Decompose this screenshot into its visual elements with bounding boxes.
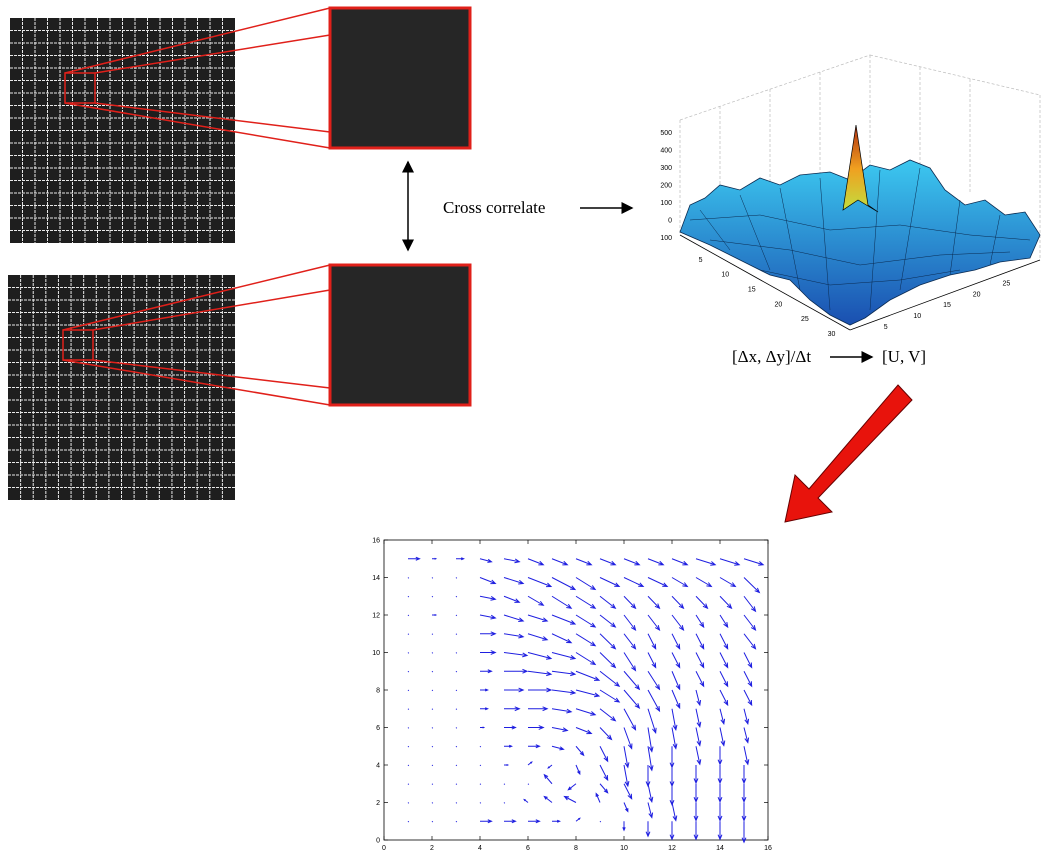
velocity-vector (432, 746, 433, 747)
velocity-vector (432, 558, 436, 559)
velocity-vector (408, 596, 409, 597)
x-tick-label: 5 (699, 257, 703, 264)
displacement-label: [Δx, Δy]/Δt (732, 347, 811, 366)
zoom-window-1 (330, 8, 470, 148)
y-tick-label: 16 (372, 538, 380, 545)
velocity-vector (432, 821, 433, 822)
x-tick-label: 2 (430, 845, 434, 852)
velocity-vector (408, 690, 409, 691)
y-tick-label: 20 (973, 291, 981, 298)
x-tick-label: 0 (382, 845, 386, 852)
zoom-window-2 (330, 265, 470, 405)
x-tick-label: 15 (748, 287, 756, 294)
z-tick-label: 500 (660, 130, 672, 137)
y-tick-label: 10 (372, 650, 380, 657)
velocity-vector (408, 728, 409, 729)
x-tick-label: 6 (526, 845, 530, 852)
velocity-vector (408, 615, 409, 616)
velocity-vector (480, 803, 481, 804)
velocity-vector (456, 615, 457, 616)
velocity-label: [U, V] (882, 347, 926, 366)
velocity-vector (408, 653, 409, 654)
y-tick-label: 10 (913, 313, 921, 320)
velocity-vector (456, 765, 457, 766)
velocity-vector (432, 709, 433, 710)
velocity-vector (408, 765, 409, 766)
y-tick-label: 2 (376, 800, 380, 807)
velocity-vector (432, 634, 433, 635)
x-tick-label: 12 (668, 845, 676, 852)
velocity-vector (480, 765, 481, 766)
velocity-vector (480, 727, 484, 728)
big-arrow (785, 385, 912, 522)
velocity-vector (432, 765, 433, 766)
x-tick-label: 25 (801, 316, 809, 323)
velocity-vector (432, 653, 433, 654)
y-tick-label: 6 (376, 725, 380, 732)
velocity-vector (408, 803, 409, 804)
velocity-vector (408, 746, 409, 747)
y-tick-label: 14 (372, 575, 380, 582)
velocity-vector (456, 578, 457, 579)
velocity-vector (408, 784, 409, 785)
x-tick-label: 4 (478, 845, 482, 852)
y-tick-label: 4 (376, 763, 380, 770)
velocity-vector (456, 709, 457, 710)
velocity-vector (408, 578, 409, 579)
x-tick-label: 10 (620, 845, 628, 852)
velocity-vector (432, 728, 433, 729)
y-tick-label: 15 (943, 302, 951, 309)
y-tick-label: 12 (372, 613, 380, 620)
x-tick-label: 8 (574, 845, 578, 852)
velocity-vector (432, 578, 433, 579)
velocity-vector (456, 821, 457, 822)
velocity-vector (504, 764, 508, 765)
velocity-vector (456, 784, 457, 785)
velocity-vector (408, 821, 409, 822)
velocity-vector (432, 690, 433, 691)
velocity-vector (504, 784, 505, 785)
z-tick-label: 200 (660, 183, 672, 190)
diagram: Cross correlate 500400300200100010051015… (0, 0, 1041, 854)
y-tick-label: 25 (1002, 280, 1010, 287)
piv-frames (8, 8, 470, 500)
z-tick-label: 100 (660, 235, 672, 242)
velocity-vector (456, 653, 457, 654)
x-tick-label: 16 (764, 845, 772, 852)
velocity-vector (456, 596, 457, 597)
y-tick-label: 8 (376, 688, 380, 695)
velocity-vector (408, 709, 409, 710)
velocity-vector (456, 634, 457, 635)
velocity-vector (456, 728, 457, 729)
y-tick-label: 5 (884, 324, 888, 331)
velocity-vector (480, 746, 481, 747)
cross-correlate-label: Cross correlate (443, 198, 545, 217)
velocity-vector (408, 671, 409, 672)
velocity-vector (528, 784, 529, 785)
correlation-surface: 500 400 300 200 100 0 100 5 10 15 20 25 30 5 10 15 20 25 (660, 55, 1040, 338)
velocity-vector (432, 784, 433, 785)
velocity-vector (456, 746, 457, 747)
x-tick-label: 20 (774, 301, 782, 308)
x-tick-label: 14 (716, 845, 724, 852)
velocity-vector (480, 784, 481, 785)
velocity-vector (408, 634, 409, 635)
z-tick-label: 100 (660, 200, 672, 207)
x-tick-label: 10 (721, 272, 729, 279)
z-tick-label: 400 (660, 148, 672, 155)
velocity-vector (432, 614, 436, 615)
velocity-vector (504, 803, 505, 804)
velocity-vector (600, 821, 601, 822)
velocity-vector (432, 803, 433, 804)
y-tick-label: 0 (376, 838, 380, 845)
velocity-vector (432, 596, 433, 597)
z-tick-label: 0 (668, 218, 672, 225)
velocity-vector (432, 671, 433, 672)
x-tick-label: 30 (828, 331, 836, 338)
velocity-vector (456, 803, 457, 804)
velocity-vector (456, 671, 457, 672)
velocity-vector (456, 690, 457, 691)
z-tick-label: 300 (660, 165, 672, 172)
